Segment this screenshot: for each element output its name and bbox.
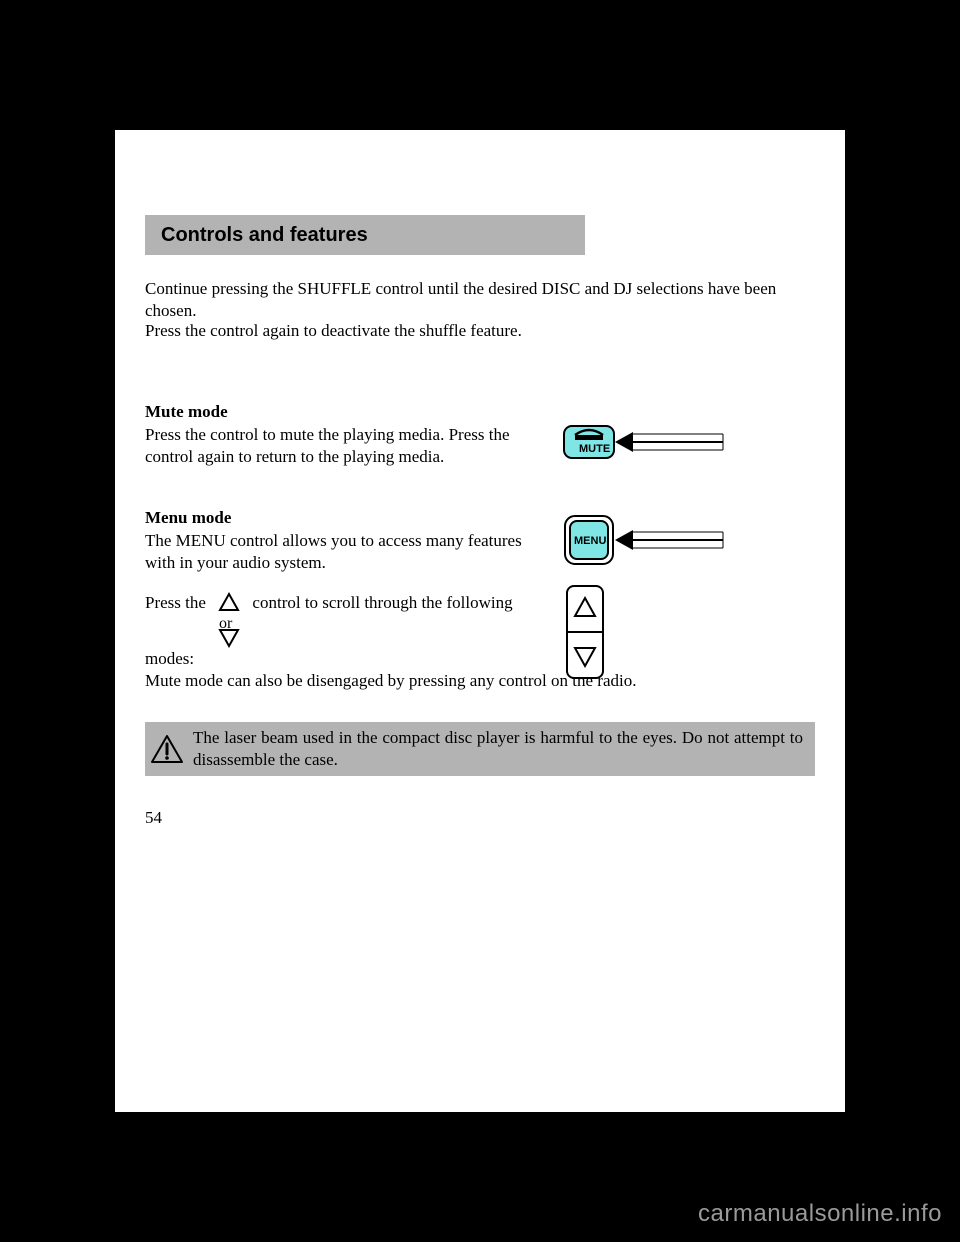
mute-button-figure: MUTE	[563, 420, 733, 464]
inline-updown-icon: or	[216, 590, 242, 648]
warning-box: The laser beam used in the compact disc …	[145, 722, 815, 776]
text-fragment: Press the	[145, 593, 210, 612]
watermark: carmanualsonline.info	[698, 1200, 942, 1228]
page-number: 54	[145, 808, 162, 828]
header-title: Controls and features	[145, 224, 368, 247]
paragraph-mute: Press the control to mute the playing me…	[145, 424, 545, 468]
paragraph-menu: The MENU control allows you to access ma…	[145, 530, 545, 574]
updown-button-figure	[563, 584, 607, 680]
menu-button-figure: MENU	[563, 512, 733, 568]
paragraph-shuffle: Continue pressing the SHUFFLE control un…	[145, 278, 815, 322]
warning-icon	[145, 734, 189, 764]
heading-menu: Menu mode	[145, 508, 231, 528]
page-header: Controls and features	[145, 215, 585, 255]
warning-text: The laser beam used in the compact disc …	[189, 723, 815, 775]
paragraph-mute-note: Mute mode can also be disengaged by pres…	[145, 670, 815, 692]
paragraph-shuffle-off: Press the control again to deactivate th…	[145, 320, 545, 342]
heading-mute: Mute mode	[145, 402, 228, 422]
paragraph-scroll: Press the or or control to scroll throug…	[145, 590, 545, 670]
manual-page: Controls and features Continue pressing …	[115, 130, 845, 1112]
svg-text:MENU: MENU	[574, 535, 606, 547]
svg-text:MUTE: MUTE	[579, 443, 610, 455]
